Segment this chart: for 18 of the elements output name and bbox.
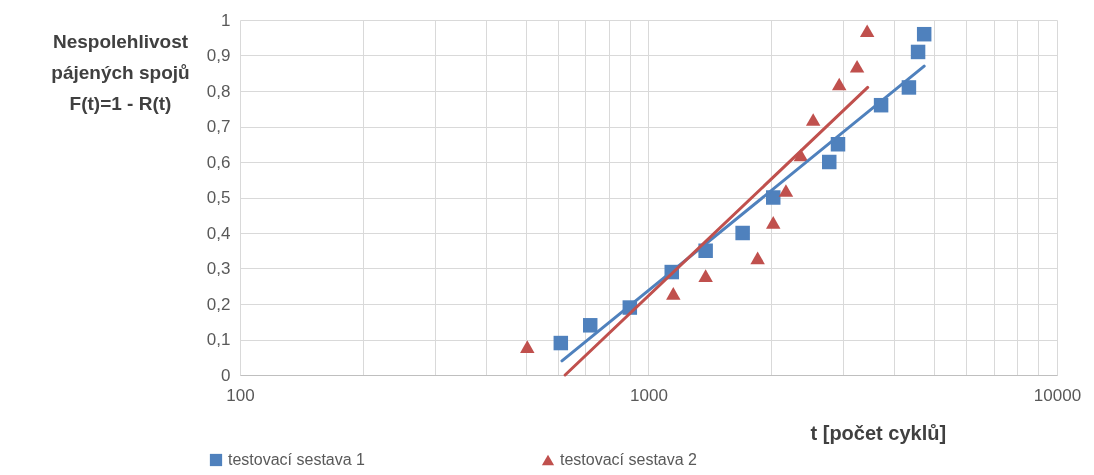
y-tick-label: 1 xyxy=(221,10,231,30)
y-tick-label: 0,4 xyxy=(206,223,231,243)
y-tick-label: 0,5 xyxy=(206,188,231,207)
y-axis-title: Nespolehlivost pájených spojů F(t)=1 - R(t) xyxy=(51,30,190,114)
y-tick-label: 0,7 xyxy=(206,117,231,136)
y-tick-label: 0,3 xyxy=(206,259,231,278)
y-tick-label: 0,2 xyxy=(206,294,231,314)
x-tick-label: 1000 xyxy=(630,385,668,405)
x-axis-title: t [počet cyklů] xyxy=(810,421,947,444)
x-tick-label: 100 xyxy=(226,385,255,405)
y-tick-label: 0,6 xyxy=(206,152,231,172)
y-tick-label: 0,9 xyxy=(206,46,231,65)
legend-label: testovací sestava 1 xyxy=(228,451,366,468)
y-tick-label: 0 xyxy=(221,365,231,385)
y-tick-label: 0,8 xyxy=(206,81,231,101)
y-tick-label: 0,1 xyxy=(206,330,231,349)
legend-label: testovací sestava 2 xyxy=(560,451,698,468)
x-tick-label: 10000 xyxy=(1033,385,1082,405)
